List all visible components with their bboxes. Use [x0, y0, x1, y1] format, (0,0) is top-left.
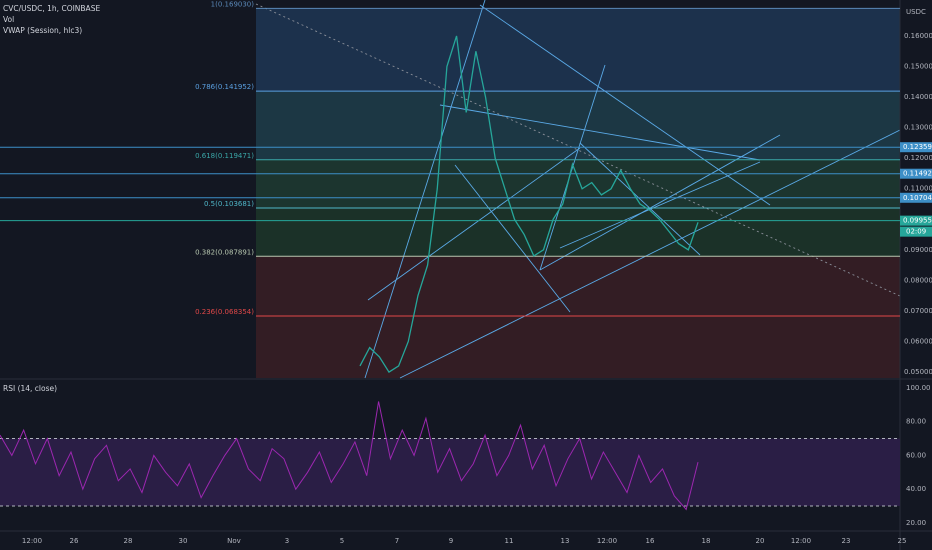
time-tick: 12:00: [22, 537, 42, 545]
countdown-bg: [900, 226, 932, 237]
price-tag: 0.123597: [903, 143, 932, 151]
time-tick: 16: [646, 537, 655, 545]
time-tick: 28: [124, 537, 133, 545]
price-tag-bg: [900, 215, 932, 226]
price-tag: 0.114921: [903, 170, 932, 178]
time-tick: 3: [285, 537, 289, 545]
time-tick: 20: [756, 537, 765, 545]
fib-zone: [256, 91, 900, 160]
fib-zone: [256, 256, 900, 316]
time-tick: 5: [340, 537, 344, 545]
time-tick: 23: [842, 537, 851, 545]
price-tag-bg: [900, 168, 932, 179]
unit: USDC: [906, 8, 926, 16]
fib-label: 0.236(0.068354): [195, 308, 254, 316]
time-tick: 12:00: [791, 537, 811, 545]
price-tag-bg: [900, 192, 932, 203]
fib-label: 0.618(0.119471): [195, 152, 254, 160]
time-tick: 11: [505, 537, 514, 545]
fib-zone: [256, 8, 900, 92]
time-tick: 26: [70, 537, 79, 545]
price-tag: 0.099555: [903, 217, 932, 225]
price-line: [359, 35, 699, 373]
vwap-label: VWAP (Session, hlc3): [3, 26, 82, 35]
rsi-tick: 40.00: [906, 485, 926, 493]
rsi-title: RSI (14, close): [3, 384, 57, 393]
time-tick: 12:00: [597, 537, 617, 545]
rsi-tick: 60.00: [906, 451, 926, 459]
symbol: CVC/USDC, 1h, COINBASE: [3, 4, 100, 13]
rsi-tick: 20.00: [906, 519, 926, 527]
fib-label: 1(0.169030): [211, 0, 255, 8]
time-tick: 18: [702, 537, 711, 545]
rsi-tick: 100.00: [906, 384, 931, 392]
fib-zone: [256, 315, 900, 378]
time-tick: 13: [561, 537, 570, 545]
time-tick: 25: [898, 537, 907, 545]
fib-zone: [256, 159, 900, 209]
rsi-tick: 80.00: [906, 418, 926, 426]
time-tick: Nov: [227, 537, 241, 545]
time-tick: 9: [449, 537, 453, 545]
price-tag-bg: [900, 142, 932, 153]
volume-label: Vol: [3, 15, 14, 24]
countdown: 02:09: [906, 228, 926, 236]
time-tick: 7: [395, 537, 399, 545]
fib-label: 0.786(0.141952): [195, 83, 254, 91]
time-tick: 30: [179, 537, 188, 545]
rsi-line: [0, 401, 699, 511]
fib-label: 0.5(0.103681): [204, 200, 254, 208]
fib-label: 0.382(0.087891): [195, 248, 254, 256]
